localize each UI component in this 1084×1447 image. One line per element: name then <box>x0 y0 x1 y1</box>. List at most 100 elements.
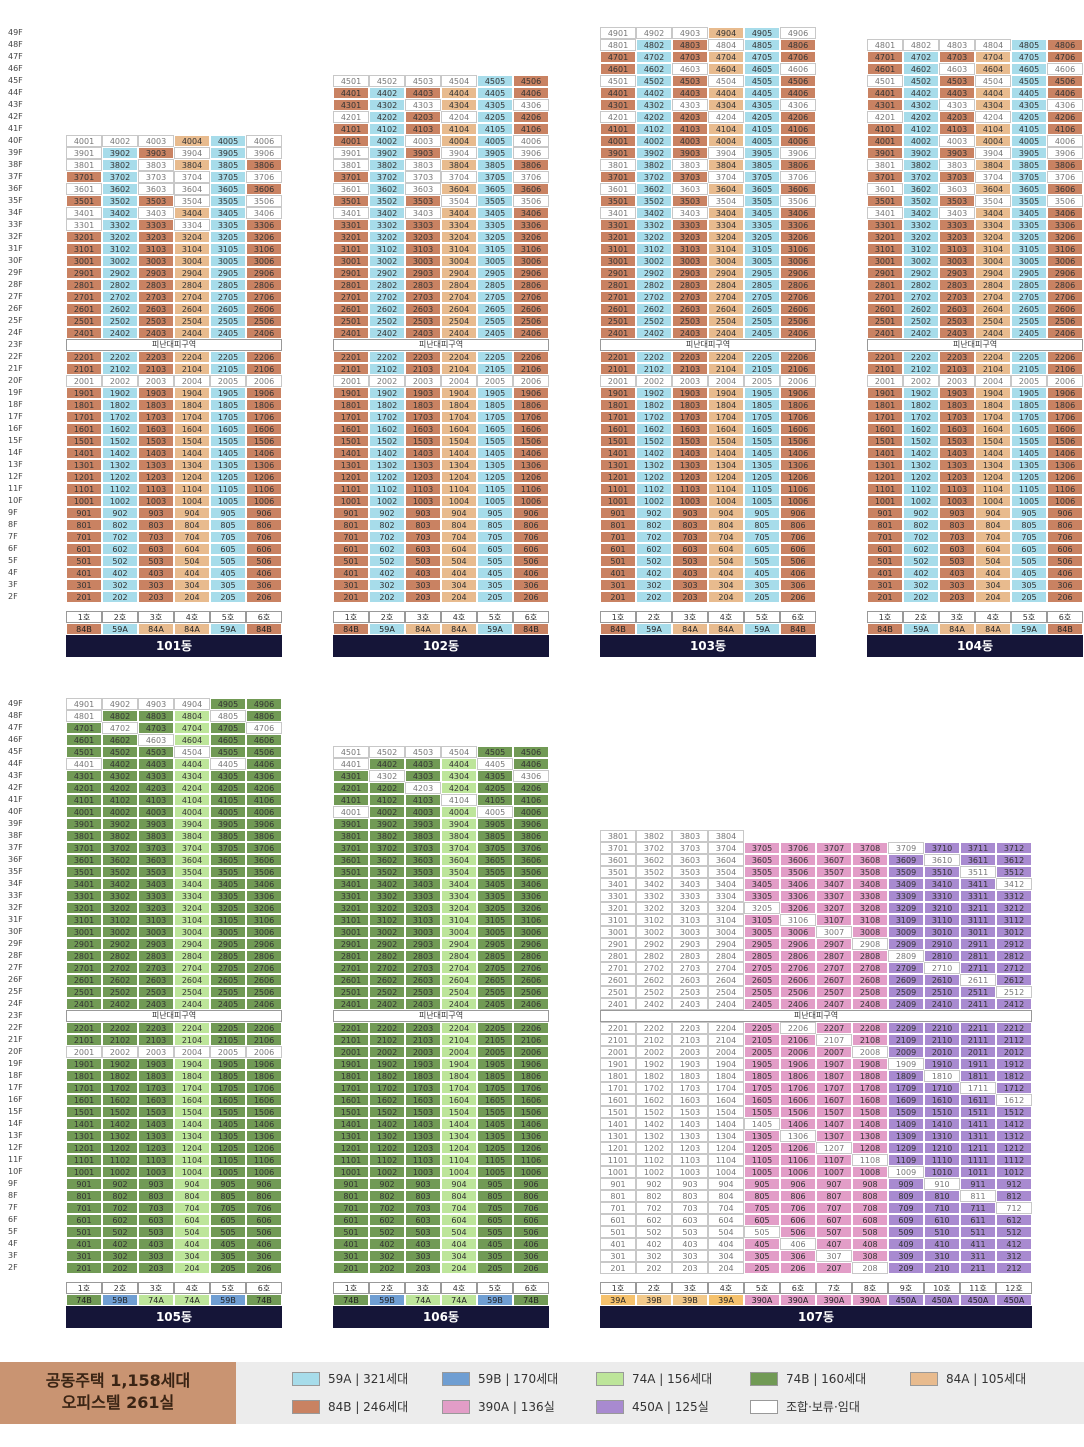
unit-number-header: 6호 <box>1047 611 1083 623</box>
unit-cell: 1705 <box>1011 411 1047 423</box>
unit-cell: 2511 <box>960 986 996 998</box>
unit-cell: 904 <box>975 507 1011 519</box>
unit-cell: 3503 <box>939 195 975 207</box>
unit-number-header: 1호 <box>333 611 369 623</box>
floor-label: 32F <box>8 232 23 241</box>
unit-cell: 4203 <box>672 111 708 123</box>
floor-label: 25F <box>8 316 23 325</box>
unit-cell: 3505 <box>210 195 246 207</box>
unit-cell: 3209 <box>888 902 924 914</box>
unit-cell: 906 <box>513 1178 549 1190</box>
unit-cell: 1006 <box>246 495 282 507</box>
floor-label: 34F <box>8 208 23 217</box>
unit-cell: 3705 <box>1011 171 1047 183</box>
unit-cell: 4903 <box>138 698 174 710</box>
unit-cell: 1205 <box>1011 471 1047 483</box>
unit-cell: 2406 <box>513 998 549 1010</box>
unit-cell: 4904 <box>708 27 744 39</box>
unit-cell: 3103 <box>672 914 708 926</box>
unit-cell: 3403 <box>138 878 174 890</box>
unit-cell: 4104 <box>975 123 1011 135</box>
unit-cell: 4204 <box>441 782 477 794</box>
floor-label: 28F <box>8 951 23 960</box>
unit-cell: 3502 <box>102 866 138 878</box>
floor-label: 6F <box>8 544 18 553</box>
unit-cell: 306 <box>513 579 549 591</box>
unit-cell: 2203 <box>138 1022 174 1034</box>
unit-cell: 4004 <box>708 135 744 147</box>
unit-cell: 1201 <box>600 471 636 483</box>
unit-cell: 2203 <box>405 1022 441 1034</box>
unit-cell: 2902 <box>102 267 138 279</box>
unit-cell: 2206 <box>1047 351 1083 363</box>
floor-label: 20F <box>8 1047 23 1056</box>
unit-cell: 2510 <box>924 986 960 998</box>
unit-cell: 1506 <box>780 435 816 447</box>
unit-cell: 201 <box>600 1262 636 1274</box>
unit-cell: 1604 <box>174 1094 210 1106</box>
unit-cell: 4001 <box>600 135 636 147</box>
unit-cell: 502 <box>102 555 138 567</box>
unit-cell: 1604 <box>708 1094 744 1106</box>
unit-cell: 1102 <box>369 483 405 495</box>
unit-cell: 1203 <box>405 1142 441 1154</box>
unit-cell: 1605 <box>210 1094 246 1106</box>
unit-cell: 3603 <box>405 854 441 866</box>
unit-cell: 604 <box>708 1214 744 1226</box>
unit-cell: 1503 <box>672 435 708 447</box>
unit-cell: 4102 <box>369 123 405 135</box>
unit-cell: 502 <box>903 555 939 567</box>
unit-cell: 3709 <box>888 842 924 854</box>
floor-label: 8F <box>8 520 18 529</box>
unit-cell: 2812 <box>996 950 1032 962</box>
unit-cell: 1004 <box>975 495 1011 507</box>
unit-cell: 606 <box>780 1214 816 1226</box>
unit-cell: 1009 <box>888 1166 924 1178</box>
floor-label: 12F <box>8 472 23 481</box>
unit-cell: 4205 <box>1011 111 1047 123</box>
building-label: 102동 <box>333 635 549 657</box>
unit-cell: 1205 <box>477 1142 513 1154</box>
floor-label: 2F <box>8 592 18 601</box>
refuge-zone: 피난대피구역 <box>333 339 549 351</box>
unit-cell: 603 <box>672 543 708 555</box>
unit-cell: 1008 <box>852 1166 888 1178</box>
unit-cell: 3503 <box>672 195 708 207</box>
unit-cell: 1602 <box>369 1094 405 1106</box>
unit-cell: 3704 <box>975 171 1011 183</box>
unit-cell: 1506 <box>1047 435 1083 447</box>
unit-cell: 4002 <box>903 135 939 147</box>
unit-cell: 3404 <box>441 207 477 219</box>
unit-cell: 903 <box>672 1178 708 1190</box>
unit-cell: 2410 <box>924 998 960 1010</box>
unit-cell: 1601 <box>333 1094 369 1106</box>
unit-cell: 504 <box>441 555 477 567</box>
unit-cell: 505 <box>477 555 513 567</box>
unit-cell: 4404 <box>441 87 477 99</box>
unit-cell: 2712 <box>996 962 1032 974</box>
unit-cell: 201 <box>66 591 102 603</box>
unit-cell: 4505 <box>1011 75 1047 87</box>
unit-cell: 4705 <box>1011 51 1047 63</box>
unit-cell: 3012 <box>996 926 1032 938</box>
unit-cell: 4106 <box>513 794 549 806</box>
unit-cell: 1806 <box>246 1070 282 1082</box>
unit-cell: 1105 <box>210 1154 246 1166</box>
unit-cell: 1901 <box>66 1058 102 1070</box>
unit-cell: 2506 <box>780 315 816 327</box>
unit-cell: 4403 <box>405 87 441 99</box>
unit-cell: 1902 <box>102 387 138 399</box>
unit-cell: 1304 <box>708 1130 744 1142</box>
unit-cell: 2110 <box>924 1034 960 1046</box>
floor-label: 11F <box>8 484 23 493</box>
unit-cell: 306 <box>246 1250 282 1262</box>
unit-cell: 801 <box>333 519 369 531</box>
unit-cell: 1805 <box>210 399 246 411</box>
unit-cell: 3506 <box>780 866 816 878</box>
unit-cell: 1606 <box>513 1094 549 1106</box>
unit-cell: 1302 <box>636 1130 672 1142</box>
unit-cell: 3302 <box>102 219 138 231</box>
unit-cell: 706 <box>780 1202 816 1214</box>
unit-cell: 4706 <box>780 51 816 63</box>
unit-cell: 1004 <box>441 495 477 507</box>
